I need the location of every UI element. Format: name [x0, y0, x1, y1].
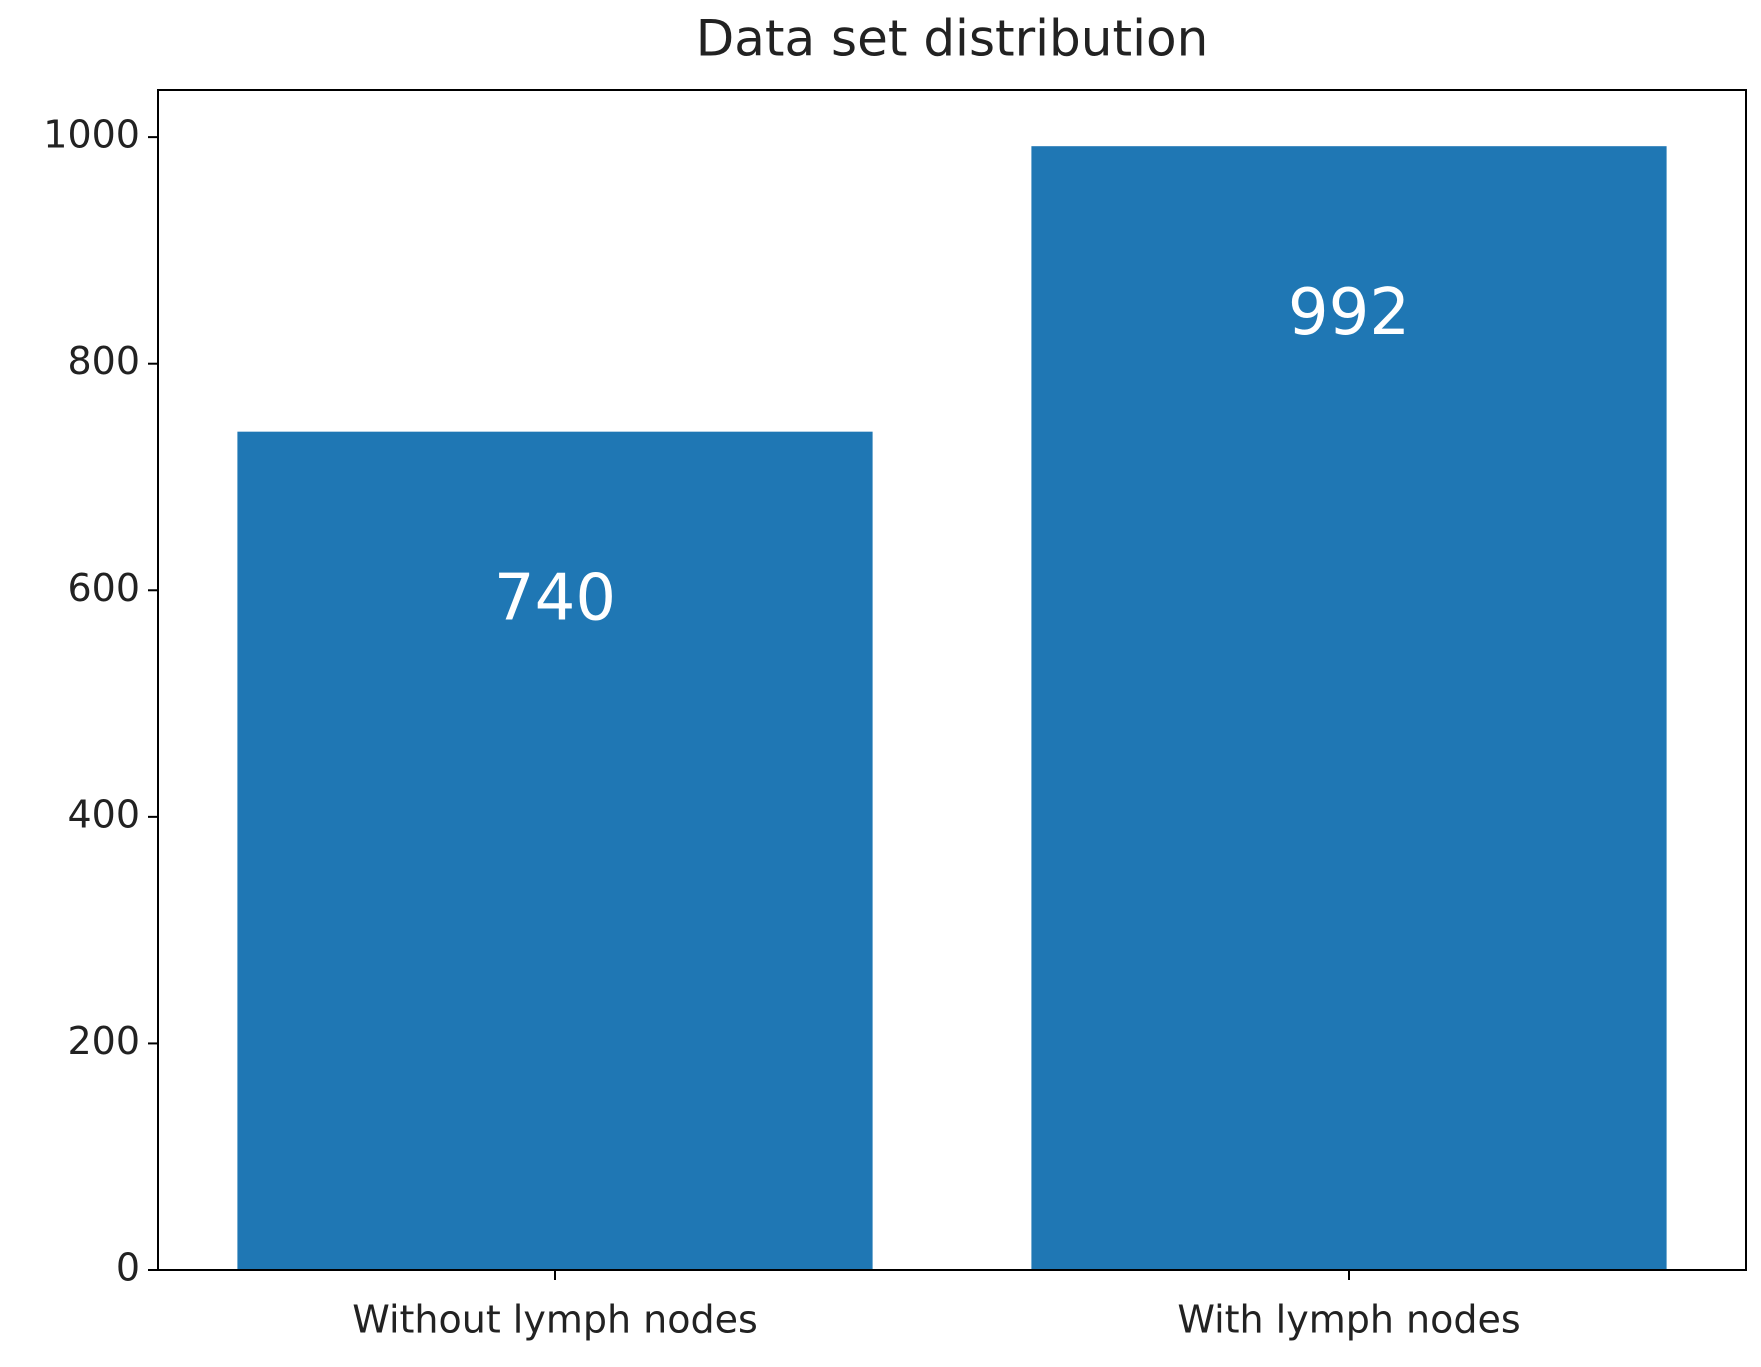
y-tick-label: 400 — [67, 792, 140, 836]
y-tick-label: 1000 — [43, 113, 140, 157]
y-tick-label: 800 — [67, 339, 140, 383]
bar — [1031, 146, 1667, 1271]
bar — [237, 431, 873, 1271]
chart-title: Data set distribution — [696, 10, 1209, 68]
y-tick-label: 600 — [67, 566, 140, 610]
axes-frame — [157, 89, 1747, 1271]
x-tick-label: Without lymph nodes — [352, 1298, 758, 1342]
value-label: 992 — [1288, 276, 1410, 350]
x-tick-label: With lymph nodes — [1177, 1298, 1520, 1342]
value-label: 740 — [494, 561, 616, 635]
y-tick-label: 200 — [67, 1019, 140, 1063]
y-tick-label: 0 — [116, 1246, 140, 1290]
